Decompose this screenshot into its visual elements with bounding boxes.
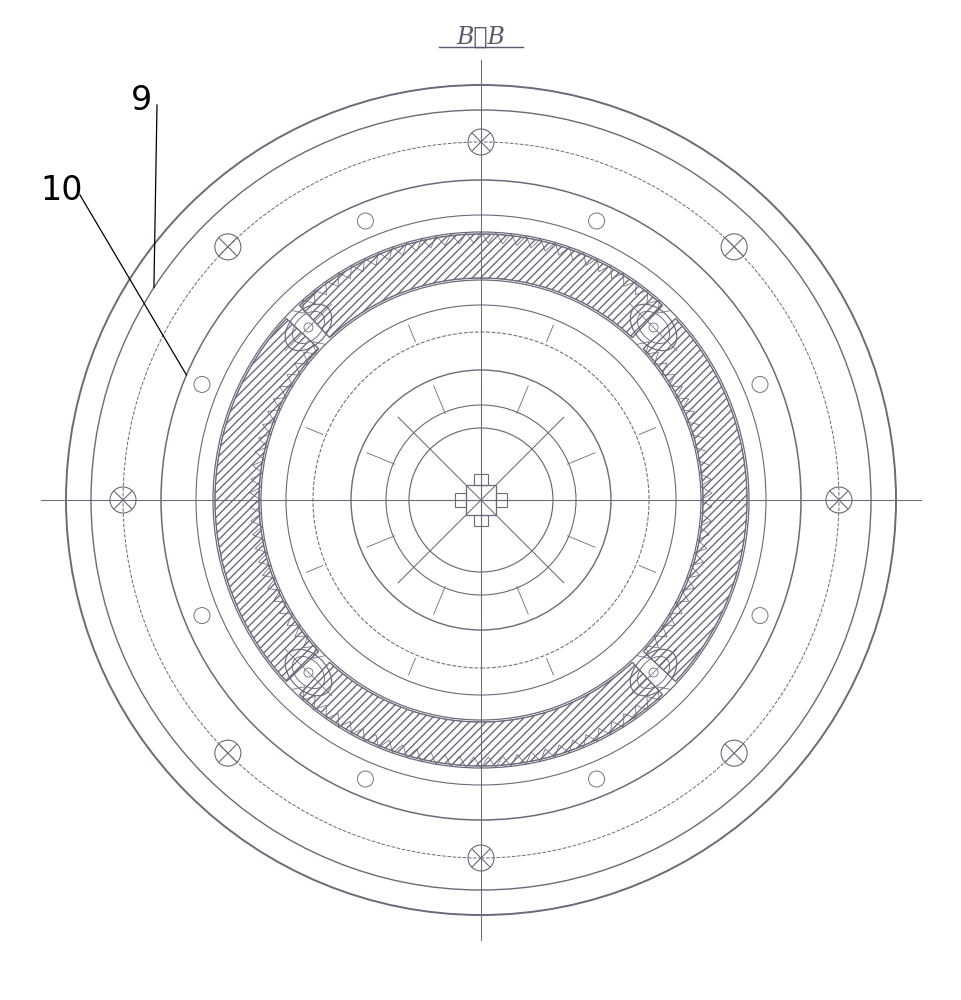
- Bar: [465, 485, 496, 515]
- Bar: [496, 493, 506, 507]
- Bar: [474, 515, 487, 526]
- Bar: [474, 474, 487, 485]
- Text: 9: 9: [132, 84, 153, 116]
- Bar: [455, 493, 465, 507]
- Text: B－B: B－B: [456, 25, 505, 48]
- Text: 10: 10: [40, 174, 84, 207]
